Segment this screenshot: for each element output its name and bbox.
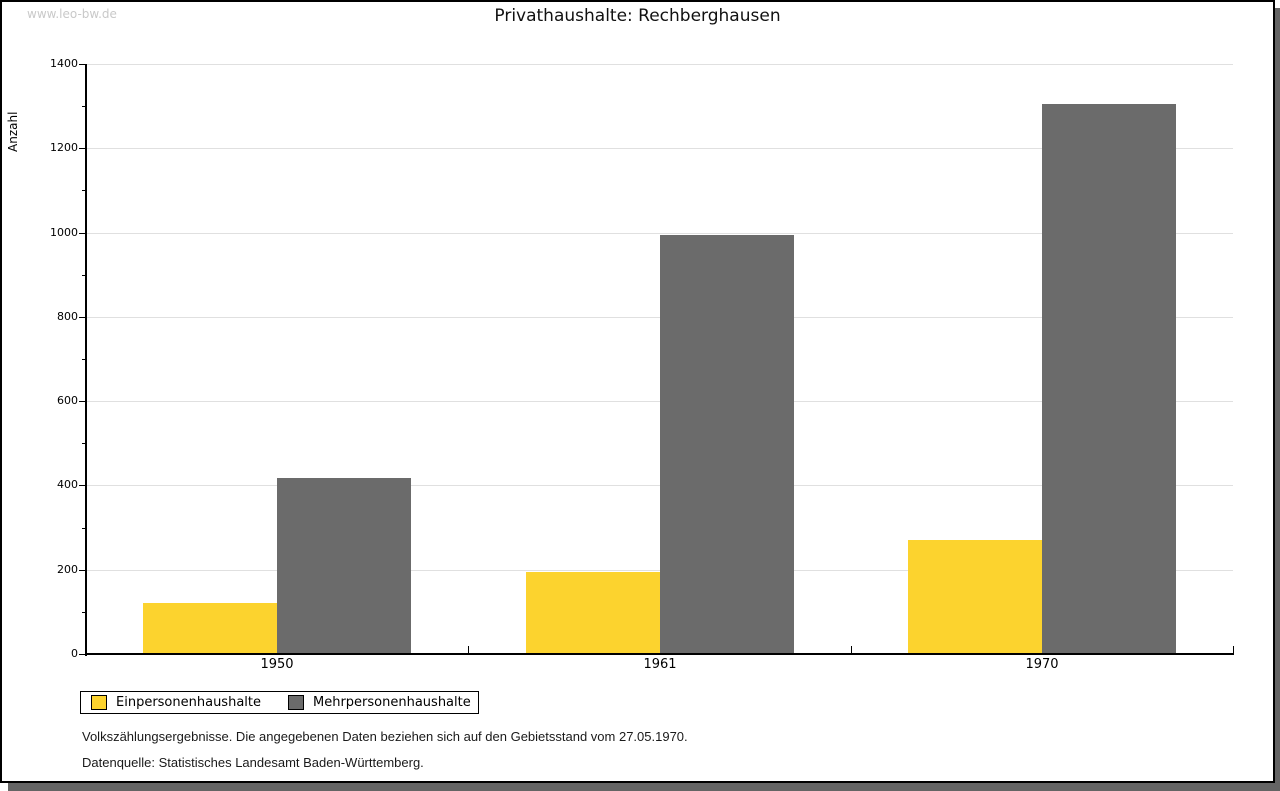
gridline-200 [86,570,1233,571]
x-axis-line [85,653,1234,655]
x-tick-label-1970: 1970 [1025,657,1059,672]
y-tick-label-600: 600 [57,394,78,407]
bar-1950-einpersonenhaushalte [143,603,277,654]
plot-area: 0 200 400 600 800 1000 1200 1400 1950 1961 1970 [2,2,1273,781]
y-minor-tick-700 [82,359,86,360]
watermark-text: www.leo-bw.de [27,7,117,21]
y-major-tick-1200 [79,148,86,149]
legend: Einpersonenhaushalte Mehrpersonenhaushal… [80,691,479,714]
y-tick-label-800: 800 [57,310,78,323]
gridline-600 [86,401,1233,402]
y-major-tick-600 [79,401,86,402]
y-major-tick-800 [79,317,86,318]
legend-swatch-einpersonenhaushalte [91,695,107,710]
y-minor-tick-1100 [82,190,86,191]
y-tick-label-0: 0 [71,647,78,660]
y-tick-label-1200: 1200 [50,141,78,154]
legend-swatch-mehrpersonenhaushalte [288,695,304,710]
bar-1961-mehrpersonenhaushalte [660,235,794,654]
legend-label-einpersonenhaushalte: Einpersonenhaushalte [116,695,261,710]
y-major-tick-1400 [79,64,86,65]
footnote-census-note: Volkszählungsergebnisse. Die angegebenen… [82,729,688,744]
x-tick-3 [1233,646,1234,653]
y-minor-tick-900 [82,275,86,276]
y-tick-label-200: 200 [57,563,78,576]
gridline-800 [86,317,1233,318]
bar-1970-einpersonenhaushalte [908,540,1042,654]
gridline-1200 [86,148,1233,149]
x-tick-1 [468,646,469,653]
bar-1950-mehrpersonenhaushalte [277,478,411,654]
y-minor-tick-1300 [82,106,86,107]
y-minor-tick-500 [82,443,86,444]
y-tick-label-1000: 1000 [50,226,78,239]
gridline-400 [86,485,1233,486]
y-major-tick-200 [79,570,86,571]
y-major-tick-400 [79,485,86,486]
y-axis-line [85,64,87,656]
x-tick-label-1950: 1950 [260,657,294,672]
chart-title: Privathaushalte: Rechberghausen [494,6,781,26]
gridline-1000 [86,233,1233,234]
y-major-tick-0 [79,654,86,655]
legend-label-mehrpersonenhaushalte: Mehrpersonenhaushalte [313,695,471,710]
x-tick-2 [851,646,852,653]
y-tick-label-400: 400 [57,478,78,491]
y-minor-tick-300 [82,528,86,529]
bar-1961-einpersonenhaushalte [526,572,660,654]
y-minor-tick-100 [82,612,86,613]
y-tick-label-1400: 1400 [50,57,78,70]
gridline-1400 [86,64,1233,65]
x-tick-label-1961: 1961 [643,657,677,672]
y-major-tick-1000 [79,233,86,234]
bar-1970-mehrpersonenhaushalte [1042,104,1176,654]
footnote-data-source: Datenquelle: Statistisches Landesamt Bad… [82,755,424,770]
